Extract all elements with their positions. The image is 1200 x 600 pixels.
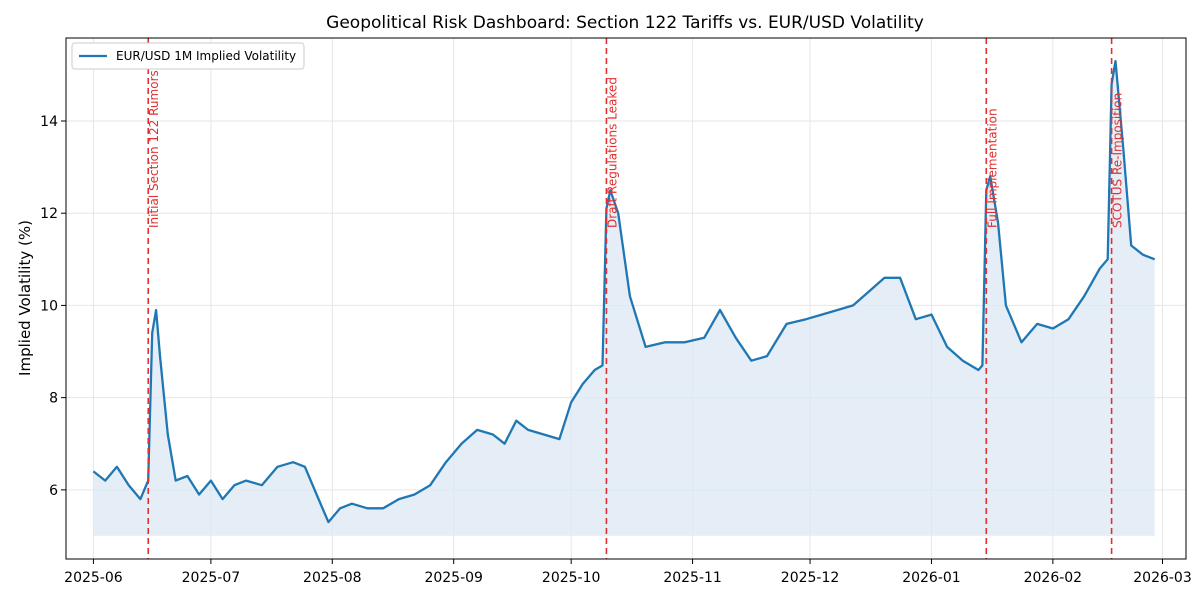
y-tick-label: 12 bbox=[40, 206, 58, 222]
event-label: SCOTUS Re-Imposition bbox=[1111, 93, 1125, 228]
x-tick-label: 2025-07 bbox=[182, 570, 241, 586]
event-markers: Initial Section 122 Rumors Draft Regulati… bbox=[147, 38, 1125, 559]
x-tick-label: 2025-09 bbox=[424, 570, 483, 586]
x-tick-label: 2026-03 bbox=[1133, 570, 1192, 586]
x-tick-label: 2025-11 bbox=[663, 570, 722, 586]
y-tick-label: 6 bbox=[49, 483, 58, 499]
legend-label: EUR/USD 1M Implied Volatility bbox=[116, 49, 296, 63]
x-axis-ticks: 2025-06 2025-07 2025-08 2025-09 2025-10 2025-… bbox=[64, 559, 1192, 586]
plot-frame bbox=[65, 37, 1187, 560]
x-tick-label: 2025-08 bbox=[303, 570, 362, 586]
y-tick-label: 10 bbox=[40, 298, 58, 314]
y-axis-ticks: 6 8 10 12 14 bbox=[40, 114, 66, 499]
x-tick-label: 2025-12 bbox=[781, 570, 840, 586]
event-label: Draft Regulations Leaked bbox=[605, 77, 619, 228]
x-tick-label: 2026-01 bbox=[902, 570, 961, 586]
x-tick-label: 2025-10 bbox=[542, 570, 601, 586]
series-line-eurusd-volatility bbox=[92, 59, 1156, 524]
event-label: Initial Section 122 Rumors bbox=[147, 70, 161, 228]
y-tick-label: 14 bbox=[40, 114, 58, 130]
chart-title: Geopolitical Risk Dashboard: Section 122… bbox=[326, 13, 924, 33]
x-tick-label: 2026-02 bbox=[1024, 570, 1083, 586]
legend-box bbox=[71, 42, 305, 70]
y-axis-label: Implied Volatility (%) bbox=[16, 220, 34, 376]
event-label: Full Implementation bbox=[985, 108, 999, 228]
legend: EUR/USD 1M Implied Volatility bbox=[71, 42, 305, 70]
x-tick-label: 2025-06 bbox=[64, 570, 123, 586]
volatility-fill-area bbox=[93, 61, 1155, 536]
y-tick-label: 8 bbox=[49, 391, 58, 407]
